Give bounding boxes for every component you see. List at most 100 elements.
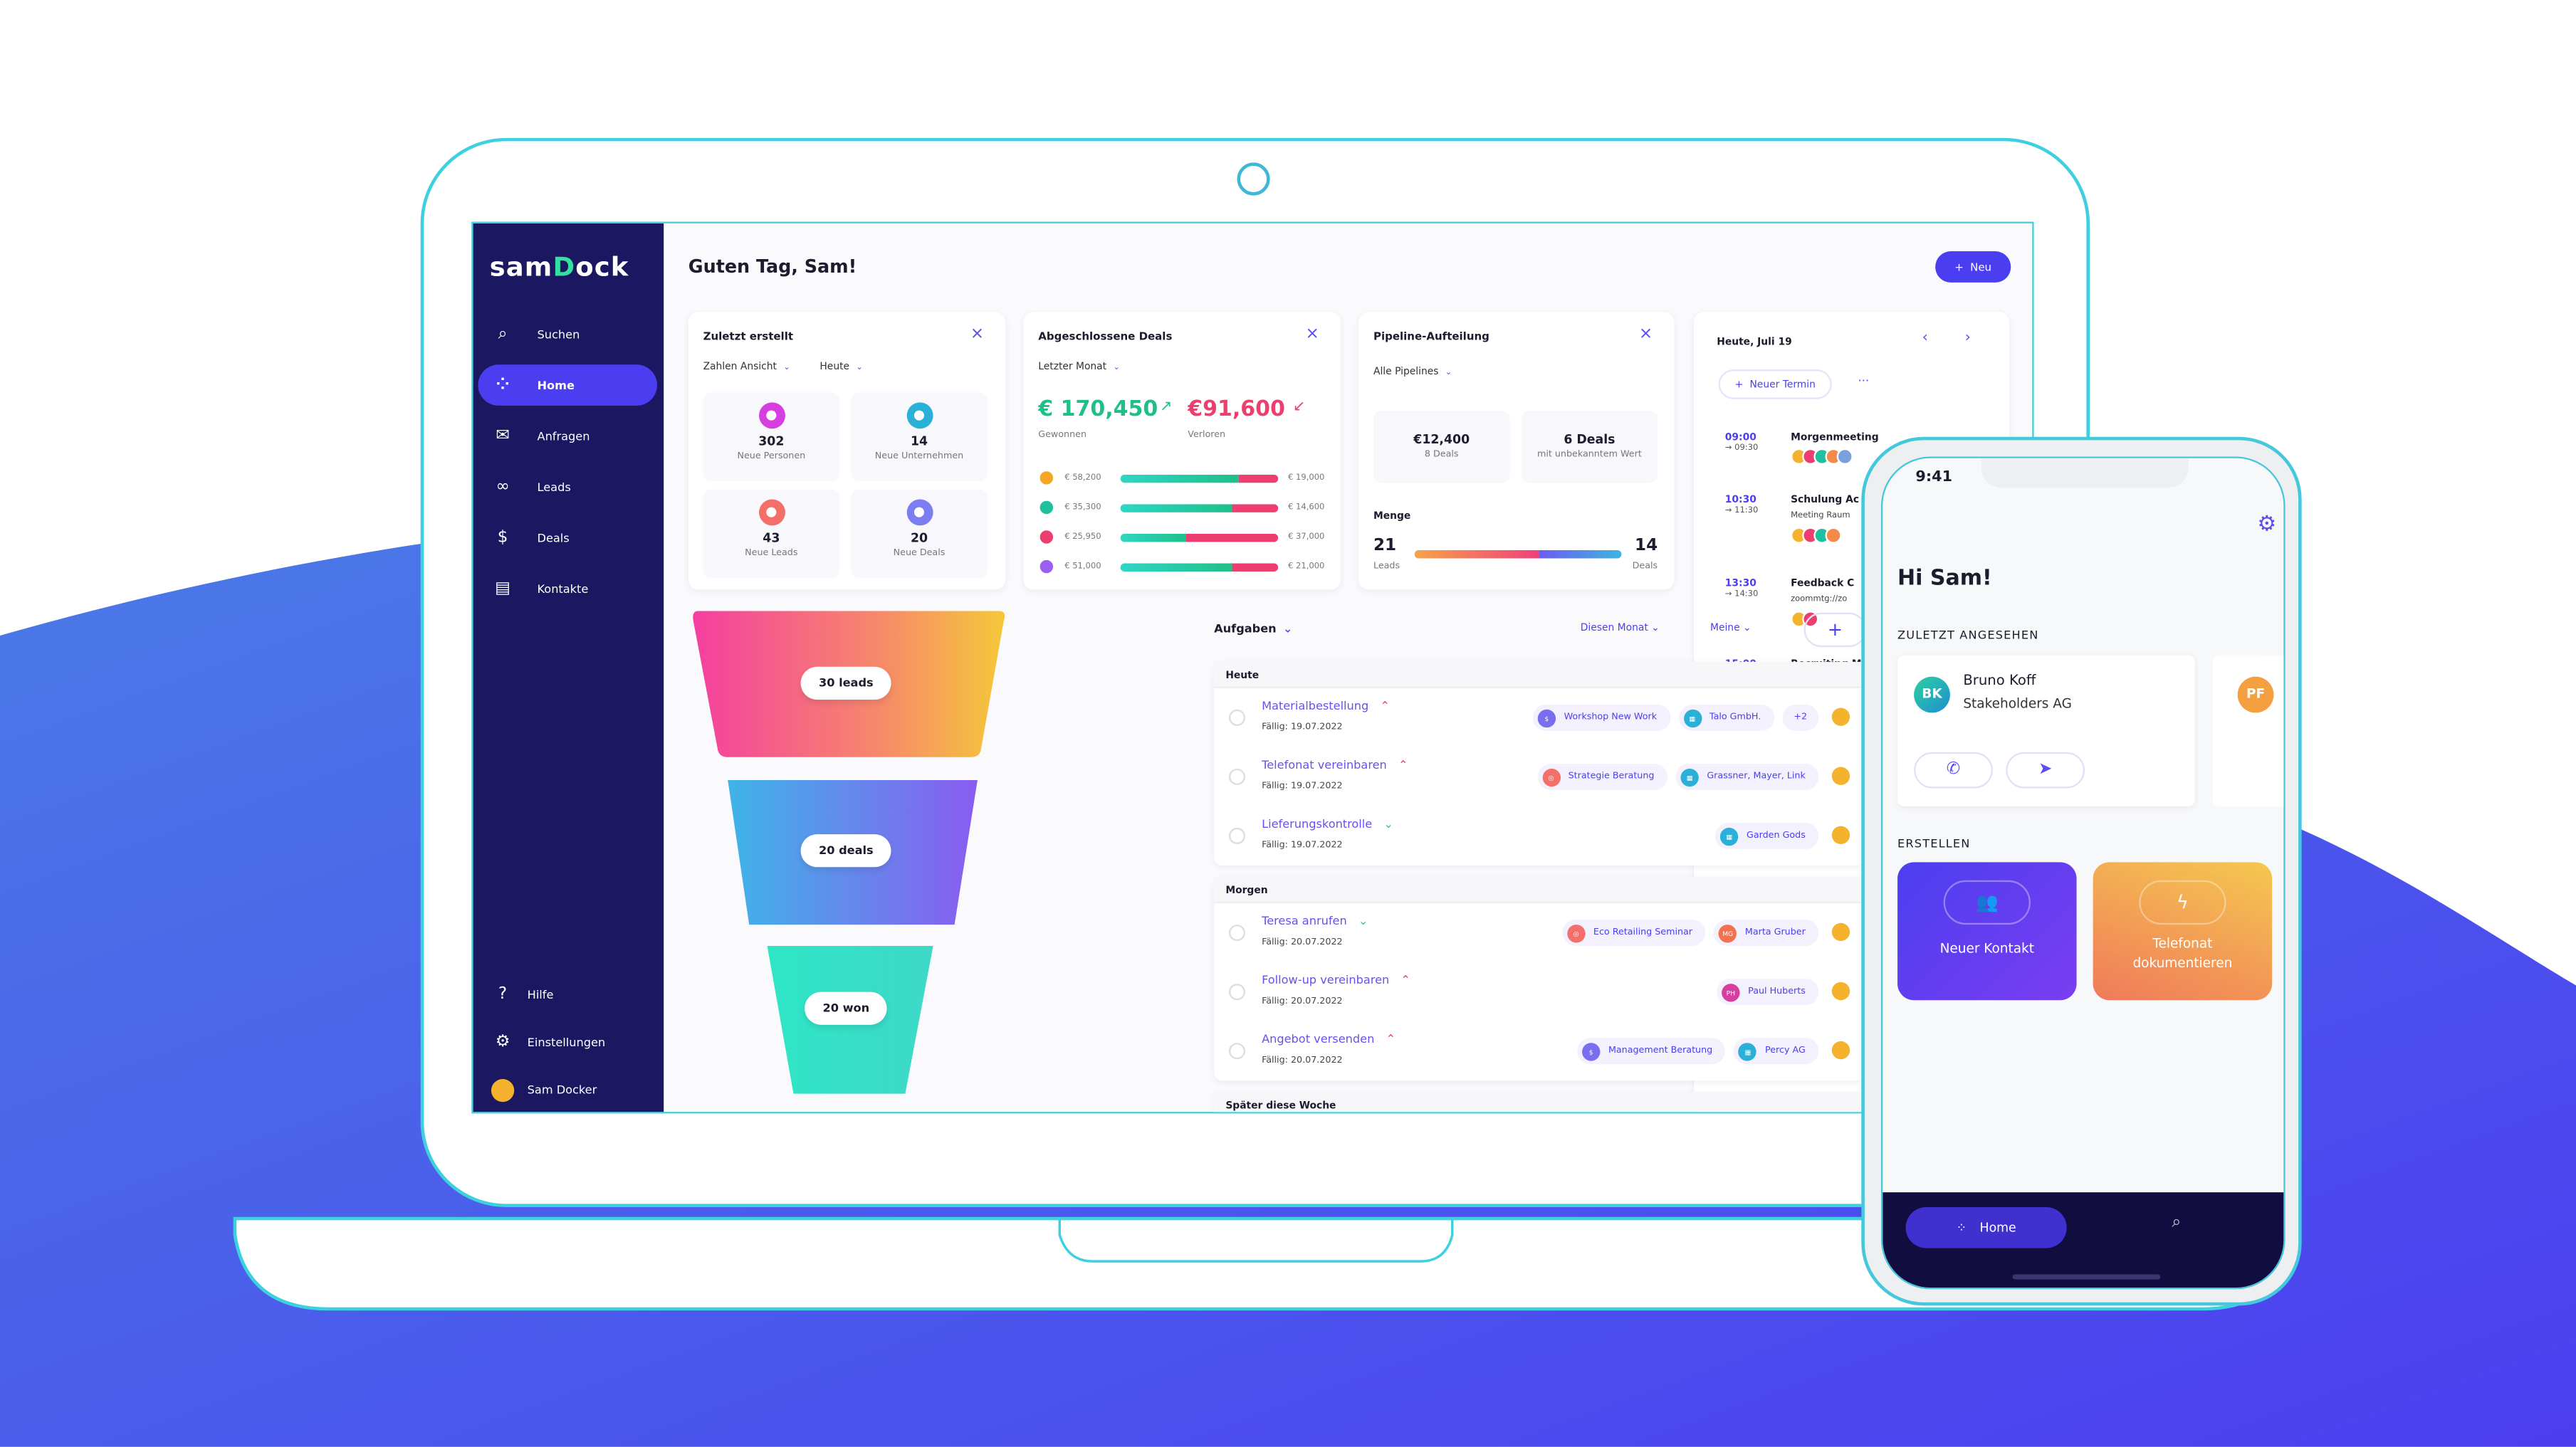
task-checkbox[interactable] [1228, 827, 1246, 845]
month-filter[interactable]: Diesen Monat ⌄ [1580, 622, 1660, 634]
period-dropdown[interactable]: Letzter Monat ⌄ [1038, 361, 1121, 373]
task-name[interactable]: Follow-up vereinbaren ⌃ [1262, 974, 1410, 987]
funnel-label-won: 20 won [805, 991, 888, 1025]
close-icon[interactable]: × [970, 325, 985, 344]
task-tag[interactable]: MG Marta Gruber [1714, 920, 1819, 947]
stat-tile[interactable]: ● 20 Neue Deals [851, 489, 988, 579]
task-checkbox[interactable] [1228, 984, 1246, 1001]
deal-row: € 51,000 € 21,000 [1038, 557, 1327, 577]
stat-tile[interactable]: ● 14 Neue Unternehmen [851, 392, 988, 482]
task-tag[interactable]: ◎ Strategie Beratung [1536, 763, 1667, 790]
mobile-tab-bar: ⁘ Home ⌕ [1883, 1192, 2284, 1288]
task-checkbox[interactable] [1228, 925, 1246, 942]
calendar-event[interactable]: 13:30 → 14:30 Feedback C zoommtg://zo [1724, 578, 1854, 628]
sidebar-item-leads[interactable]: ∞ Leads [478, 466, 657, 507]
sidebar-item-anfragen[interactable]: ✉ Anfragen [478, 416, 657, 457]
sidebar-item-einstellungen[interactable]: ⚙ Einstellungen [478, 1021, 657, 1063]
stat-tile[interactable]: ● 43 Neue Leads [703, 489, 840, 579]
sidebar-item-deals[interactable]: $ Deals [478, 517, 657, 559]
call-button[interactable]: ✆ [1914, 752, 1993, 789]
people-icon: 👥 [1943, 880, 2031, 925]
contact-card[interactable]: BK Bruno Koff Stakeholders AG ✆ ➤ [1897, 655, 2195, 806]
event-subtitle: Meeting Raum [1791, 510, 1850, 521]
owner-avatar [1831, 982, 1850, 1001]
contact-card-2[interactable]: PF [2213, 655, 2284, 806]
task-name[interactable]: Telefonat vereinbaren ⌃ [1262, 759, 1408, 772]
pipeline-dropdown[interactable]: Alle Pipelines ⌄ [1373, 366, 1452, 378]
stat-tile[interactable]: ● 302 Neue Personen [703, 392, 840, 482]
sidebar-item-sam-docker[interactable]: Sam Docker [478, 1069, 657, 1110]
won-fill [1120, 562, 1232, 571]
close-icon[interactable]: × [1638, 325, 1653, 344]
tag-icon: $ [1537, 708, 1556, 727]
task-section: Später diese Woche [1214, 1092, 1865, 1112]
sidebar-item-label: Hilfe [527, 987, 554, 1001]
new-button[interactable]: + Neu [1935, 251, 2011, 283]
task-tag[interactable]: $ Workshop New Work [1532, 704, 1670, 731]
view-dropdown[interactable]: Zahlen Ansicht ⌄ [703, 361, 790, 373]
task-tag[interactable]: ▦ Percy AG [1734, 1038, 1819, 1065]
sidebar-item-label: Suchen [537, 327, 580, 341]
tab-home[interactable]: ⁘ Home [1905, 1206, 2067, 1248]
more-icon[interactable]: ··· [1858, 374, 1870, 388]
section-header: Morgen [1214, 877, 1865, 904]
sidebar-item-home[interactable]: ⁘ Home [478, 364, 657, 406]
task-row: Materialbestellung ⌃ Fällig: 19.07.2022 $ Wo… [1214, 688, 1865, 747]
event-title: Feedback C [1791, 578, 1855, 590]
task-tag[interactable]: ▦ Grassner, Mayer, Link [1675, 763, 1819, 790]
search-icon[interactable]: ⌕ [2172, 1214, 2182, 1232]
new-contact-button[interactable]: 👥 Neuer Kontakt [1897, 862, 2077, 1001]
task-name[interactable]: Angebot versenden ⌃ [1262, 1033, 1396, 1046]
tasks-dropdown[interactable]: Aufgaben ⌄ [1214, 622, 1293, 636]
task-tag[interactable]: ▦ Talo GmbH. [1678, 704, 1774, 731]
won-value: € 51,000 [1064, 562, 1101, 572]
task-tag[interactable]: PH Paul Huberts [1717, 979, 1819, 1006]
tag-icon: $ [1582, 1042, 1601, 1061]
task-tag[interactable]: +2 [1782, 704, 1819, 731]
funnel-label-leads: 30 leads [800, 666, 892, 700]
priority-high-icon: ⌃ [1380, 699, 1390, 713]
stat-icon: ● [906, 402, 933, 429]
task-checkbox[interactable] [1228, 709, 1246, 726]
chevron-right-icon[interactable]: › [1964, 330, 1971, 347]
calendar-event[interactable]: 09:00 → 09:30 Morgenmeeting [1725, 432, 1879, 465]
period-dropdown[interactable]: Heute ⌄ [820, 361, 863, 373]
calendar-title: Heute, Juli 19 [1717, 337, 1792, 349]
lost-label: Verloren [1188, 430, 1226, 441]
gear-icon[interactable]: ⚙ [2257, 512, 2277, 537]
leads-fill [1414, 549, 1539, 559]
task-row: Angebot versenden ⌃ Fällig: 20.07.2022 $ Man… [1214, 1021, 1865, 1080]
chevron-left-icon[interactable]: ‹ [1922, 330, 1928, 347]
task-tag[interactable]: ▦ Garden Gods [1715, 823, 1819, 849]
create-label: ERSTELLEN [1897, 837, 1971, 851]
event-end: → 14:30 [1724, 589, 1759, 600]
task-tag[interactable]: ◎ Eco Retailing Seminar [1562, 920, 1706, 947]
mobile-app: 9:41 ⚙ Hi Sam! ZULETZT ANGESEHEN BK Brun… [1880, 456, 2286, 1290]
close-icon[interactable]: × [1305, 325, 1319, 344]
task-checkbox[interactable] [1228, 1043, 1246, 1060]
sidebar-item-suchen[interactable]: ⌕ Suchen [478, 314, 657, 355]
task-name[interactable]: Teresa anrufen ⌄ [1262, 915, 1368, 928]
task-checkbox[interactable] [1228, 768, 1246, 785]
task-tag[interactable]: $ Management Beratung [1577, 1038, 1726, 1065]
task-row: Teresa anrufen ⌄ Fällig: 20.07.2022 ◎ Eco Re… [1214, 903, 1865, 962]
send-button[interactable]: ➤ [2006, 752, 2085, 789]
sidebar-item-hilfe[interactable]: ? Hilfe [478, 974, 657, 1015]
priority-high-icon: ⌃ [1386, 1033, 1396, 1046]
task-name[interactable]: Lieferungskontrolle ⌄ [1262, 818, 1393, 831]
section-header: Später diese Woche [1214, 1092, 1865, 1112]
owner-filter[interactable]: Meine ⌄ [1710, 622, 1752, 634]
sidebar-item-kontakte[interactable]: ▤ Kontakte [478, 568, 657, 609]
won-fill [1120, 473, 1240, 483]
log-call-button[interactable]: ϟ Telefonat dokumentieren [2093, 862, 2273, 1001]
contact-avatar: BK [1914, 676, 1950, 713]
add-task-button[interactable]: + [1803, 612, 1867, 648]
task-section: Morgen Teresa anrufen ⌄ Fällig: 20.07.2022 ◎… [1214, 877, 1865, 1081]
task-name[interactable]: Materialbestellung ⌃ [1262, 699, 1390, 713]
binoculars-icon: ∞ [496, 478, 510, 496]
calendar-event[interactable]: 10:30 → 11:30 Schulung Ac Meeting Raum [1725, 495, 1859, 544]
send-icon: ➤ [2038, 760, 2053, 779]
event-title: Morgenmeeting [1791, 431, 1879, 443]
new-appointment-button[interactable]: + Neuer Termin [1718, 369, 1832, 399]
chevron-down-icon: ⌄ [1282, 622, 1293, 636]
